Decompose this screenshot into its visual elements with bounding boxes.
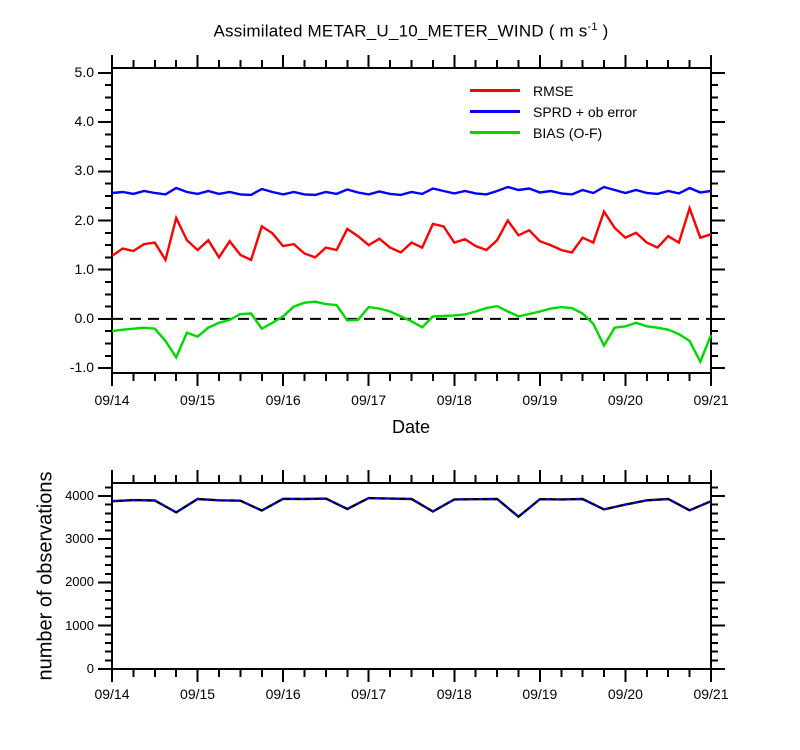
chart-title-superscript: -1: [587, 21, 598, 33]
chart-title-close: ): [597, 21, 609, 41]
chart-title-text: Assimilated METAR_U_10_METER_WIND ( m s: [213, 21, 588, 41]
stats-y-tick-label: 1.0: [74, 260, 94, 277]
obs-x-tick-label: 09/18: [436, 686, 472, 702]
stats-x-tick-label: 09/14: [94, 392, 130, 408]
obs-x-tick-label: 09/21: [693, 686, 729, 702]
stats-x-tick-label: 09/21: [693, 392, 729, 408]
obs-x-tick-label: 09/15: [180, 686, 216, 702]
obs-y-tick-label: 4000: [65, 487, 94, 503]
stats-panel-series-1: [111, 185, 712, 197]
legend-swatch-1: [470, 110, 520, 113]
stats-y-tick-label: 3.0: [74, 162, 94, 179]
stats-y-tick-label: -1.0: [69, 359, 94, 376]
stats-x-tick-label: 09/16: [265, 392, 301, 408]
obs-panel-series-0-overlay: [111, 497, 712, 518]
obs-x-tick-label: 09/16: [265, 686, 301, 702]
obs-x-tick-label: 09/14: [94, 686, 130, 702]
legend-swatch-2: [470, 131, 520, 134]
legend-label-1: SPRD + ob error: [533, 103, 637, 120]
obs-y-tick-label: 1000: [65, 617, 94, 633]
obs-x-tick-label: 09/17: [351, 686, 387, 702]
legend-label-2: BIAS (O-F): [533, 124, 603, 141]
stats-y-tick-label: 5.0: [74, 63, 94, 80]
legend-item-2: BIAS (O-F): [470, 122, 637, 143]
legend-swatch-0: [470, 89, 520, 92]
legend-label-0: RMSE: [533, 82, 574, 99]
stats-panel-series-0: [111, 204, 712, 263]
legend-item-1: SPRD + ob error: [470, 101, 637, 122]
obs-y-tick-label: 3000: [65, 531, 94, 547]
stats-x-tick-label: 09/18: [436, 392, 472, 408]
legend-item-0: RMSE: [470, 80, 637, 101]
stats-y-tick-label: 2.0: [74, 211, 94, 228]
stats-x-tick-label: 09/20: [607, 392, 643, 408]
stats-panel-series-2: [111, 300, 713, 365]
obs-y-tick-label: 0: [86, 661, 94, 676]
x-axis-label-date: Date: [391, 417, 431, 437]
stats-y-tick-label: 4.0: [74, 113, 94, 130]
stats-x-tick-label: 09/19: [522, 392, 558, 408]
obs-x-tick-label: 09/20: [607, 686, 643, 702]
obs-y-tick-label: 2000: [65, 574, 94, 590]
chart-title: Assimilated METAR_U_10_METER_WIND ( m s-…: [0, 21, 800, 42]
obs-x-tick-label: 09/19: [522, 686, 558, 702]
stats-x-tick-label: 09/15: [180, 392, 216, 408]
legend: RMSE SPRD + ob error BIAS (O-F): [470, 80, 637, 143]
stats-y-tick-label: 0.0: [74, 309, 94, 326]
obs-panel-border: [111, 482, 712, 670]
obs-panel-series-0: [111, 496, 712, 519]
stats-x-tick-label: 09/17: [351, 392, 387, 408]
